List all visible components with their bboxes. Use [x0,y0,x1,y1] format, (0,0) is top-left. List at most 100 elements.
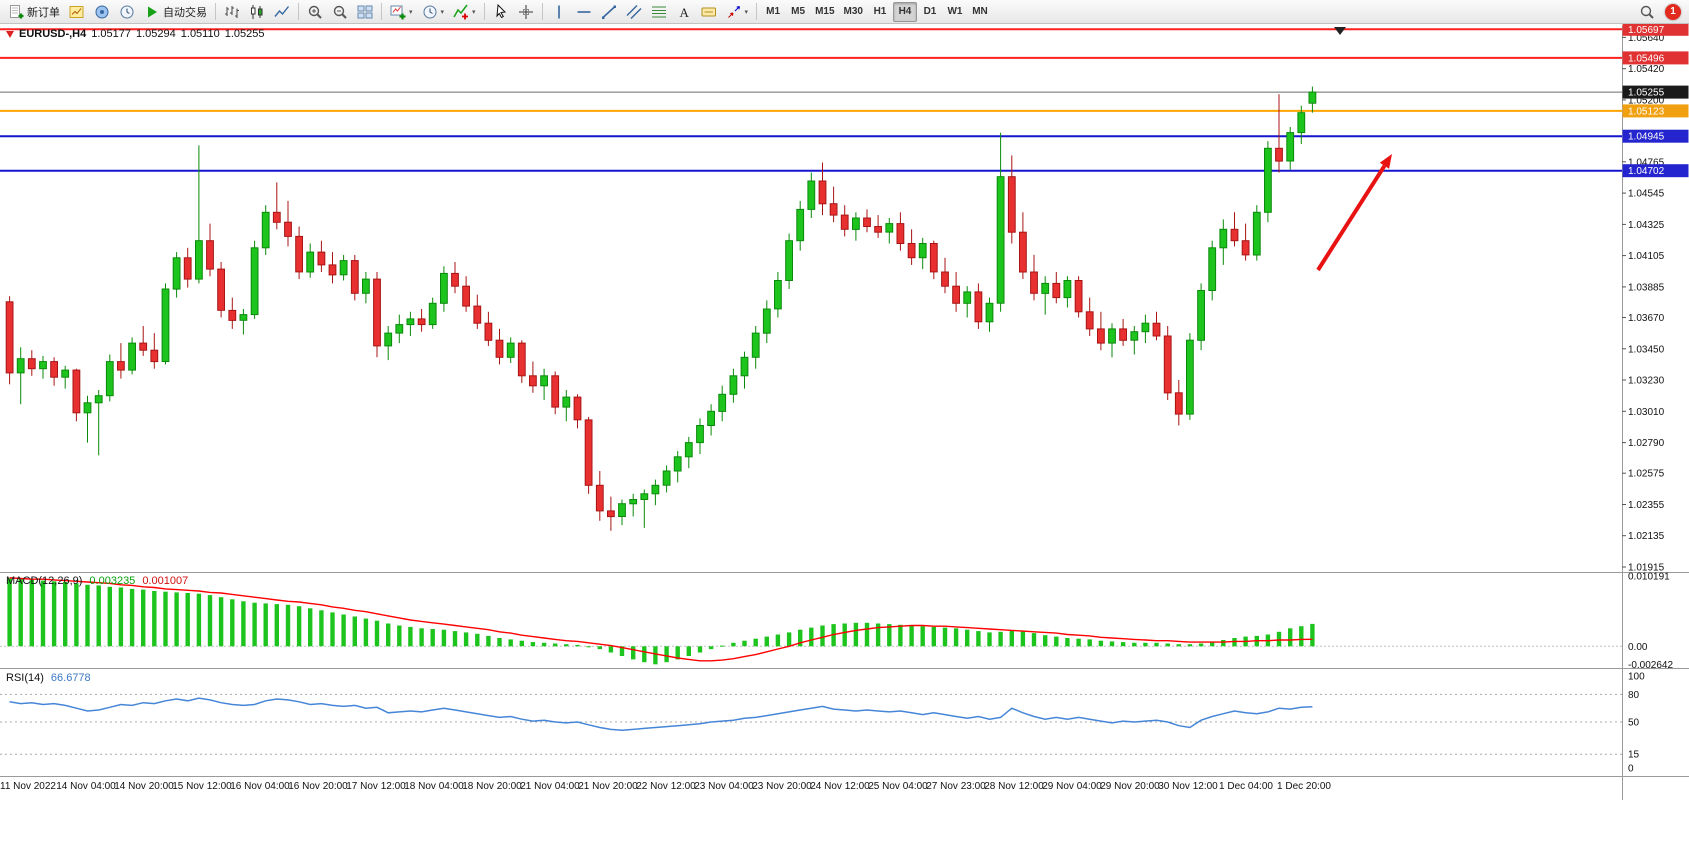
new-order-icon [8,4,24,20]
tile-icon [357,4,373,20]
svg-text:1.04105: 1.04105 [1628,251,1665,262]
svg-text:29 Nov 20:00: 29 Nov 20:00 [1100,781,1160,792]
indicators-list-button[interactable]: ▾ [449,2,480,22]
bar-chart-type-button[interactable] [220,2,244,22]
trendline-icon [601,4,617,20]
svg-text:1.04765: 1.04765 [1628,157,1665,168]
timeframe-d1-button[interactable]: D1 [918,2,942,22]
svg-text:1 Dec 20:00: 1 Dec 20:00 [1277,781,1331,792]
svg-text:15 Nov 12:00: 15 Nov 12:00 [172,781,232,792]
vertical-line-button[interactable] [547,2,571,22]
equidistant-channel-button[interactable] [622,2,646,22]
svg-text:100: 100 [1628,672,1645,683]
chart-window[interactable]: 1.05640 1.05420 1.05200 1.04765 1.04545 1.043… [0,24,1689,862]
toolbar-separator [381,3,382,20]
svg-text:1.04945: 1.04945 [1628,132,1665,143]
svg-text:0: 0 [1628,764,1634,775]
toolbar-group-2 [303,2,377,22]
svg-text:1.03230: 1.03230 [1628,376,1665,387]
zoom-out-button[interactable] [328,2,352,22]
svg-text:18 Nov 20:00: 18 Nov 20:00 [462,781,522,792]
fibonacci-button[interactable] [647,2,671,22]
dropdown-caret-icon: ▾ [472,8,476,16]
svg-text:1.01915: 1.01915 [1628,563,1665,574]
horizontal-line-button[interactable] [572,2,596,22]
search-button[interactable] [1635,2,1659,22]
rsi-value: 66.6778 [50,672,91,684]
chart-shift-marker[interactable] [1334,27,1346,35]
rsi-indicator-label: RSI(14) 66.6778 [6,672,91,684]
toolbar-group-4 [489,2,538,22]
svg-text:1.03670: 1.03670 [1628,313,1665,324]
auto-trading-button[interactable]: 自动交易 [140,2,211,22]
tile-windows-button[interactable] [353,2,377,22]
svg-text:50: 50 [1628,718,1640,729]
candle-chart-type-button[interactable] [245,2,269,22]
timeframe-group: M1 M5 M15 M30 H1 H4 D1 W1 MN [761,1,992,22]
text-button[interactable]: A [672,2,696,22]
cursor-button[interactable] [489,2,513,22]
line-chart-type-button[interactable] [270,2,294,22]
timeframe-h1-button[interactable]: H1 [868,2,892,22]
vline-icon [551,4,567,20]
svg-text:14 Nov 20:00: 14 Nov 20:00 [114,781,174,792]
channel-icon [626,4,642,20]
text-label-button[interactable] [697,2,721,22]
price-high: 1.05294 [136,28,176,40]
toolbar-button-groups: 新订单 自动交易 ▾ ▾ ▾ A ▾ M1 M5 M15 M30 H1 H4 D1 W1 MN [4,1,992,22]
new-order-button[interactable]: 新订单 [4,2,64,22]
timeframe-w1-button[interactable]: W1 [943,2,967,22]
timeframe-m30-button[interactable]: M30 [840,2,867,22]
svg-text:29 Nov 04:00: 29 Nov 04:00 [1042,781,1102,792]
timeframe-h4-button[interactable]: H4 [892,1,917,22]
macd-histogram [7,578,1315,665]
timeframe-m1-button[interactable]: M1 [761,2,785,22]
toolbar-group-0: 新订单 自动交易 [4,2,211,22]
svg-text:11 Nov 2022: 11 Nov 2022 [0,781,56,792]
price-low: 1.05110 [180,28,220,40]
price-tags: 1.05697 1.05496 1.05255 1.05123 1.04945 1.047… [1622,24,1689,178]
svg-text:1.05255: 1.05255 [1628,88,1665,99]
chart-canvas[interactable]: 1.05640 1.05420 1.05200 1.04765 1.04545 1.043… [0,24,1689,862]
clock-icon [422,4,438,20]
timeframe-mn-button[interactable]: MN [968,2,992,22]
timeframe-m5-button[interactable]: M5 [786,2,810,22]
price-open: 1.05177 [91,28,131,40]
annotation-arrow[interactable] [1316,154,1392,272]
timeframe-m15-button[interactable]: M15 [811,2,838,22]
crosshair-button[interactable] [514,2,538,22]
toolbar-group-3: ▾ ▾ ▾ [386,2,480,22]
svg-text:1.04545: 1.04545 [1628,189,1665,200]
svg-text:1.02135: 1.02135 [1628,531,1665,542]
text-icon: A [676,4,692,20]
svg-text:1.03885: 1.03885 [1628,282,1665,293]
navigator-button[interactable] [90,2,114,22]
svg-text:1 Dec 04:00: 1 Dec 04:00 [1219,781,1273,792]
pane-separators[interactable] [0,26,1689,800]
auto-trading-label: 自动交易 [163,6,207,19]
svg-text:24 Nov 12:00: 24 Nov 12:00 [810,781,870,792]
terminal-button[interactable] [115,2,139,22]
arrows-button[interactable]: ▾ [722,2,753,22]
svg-text:30 Nov 12:00: 30 Nov 12:00 [1158,781,1218,792]
svg-text:1.05420: 1.05420 [1628,64,1665,75]
svg-text:14 Nov 04:00: 14 Nov 04:00 [56,781,116,792]
svg-text:17 Nov 12:00: 17 Nov 12:00 [346,781,406,792]
toolbar-separator [541,3,543,20]
new-chart-button[interactable]: ▾ [386,2,417,22]
macd-indicator-label: MACD(12,26,9) 0.003235 0.001007 [6,575,188,587]
svg-text:28 Nov 12:00: 28 Nov 12:00 [984,781,1044,792]
dropdown-caret-icon: ▾ [744,8,749,16]
fibo-icon [651,4,667,20]
market-watch-button[interactable] [65,2,89,22]
svg-text:1.05123: 1.05123 [1628,106,1665,117]
trendline-button[interactable] [597,2,621,22]
price-axis[interactable]: 1.05640 1.05420 1.05200 1.04765 1.04545 1.043… [1622,33,1673,775]
zoom-in-button[interactable] [303,2,327,22]
notification-badge[interactable]: 1 [1665,3,1681,20]
profiles-button[interactable]: ▾ [418,2,449,22]
dropdown-caret-icon: ▾ [440,8,445,16]
zoom-out-icon [332,4,348,20]
